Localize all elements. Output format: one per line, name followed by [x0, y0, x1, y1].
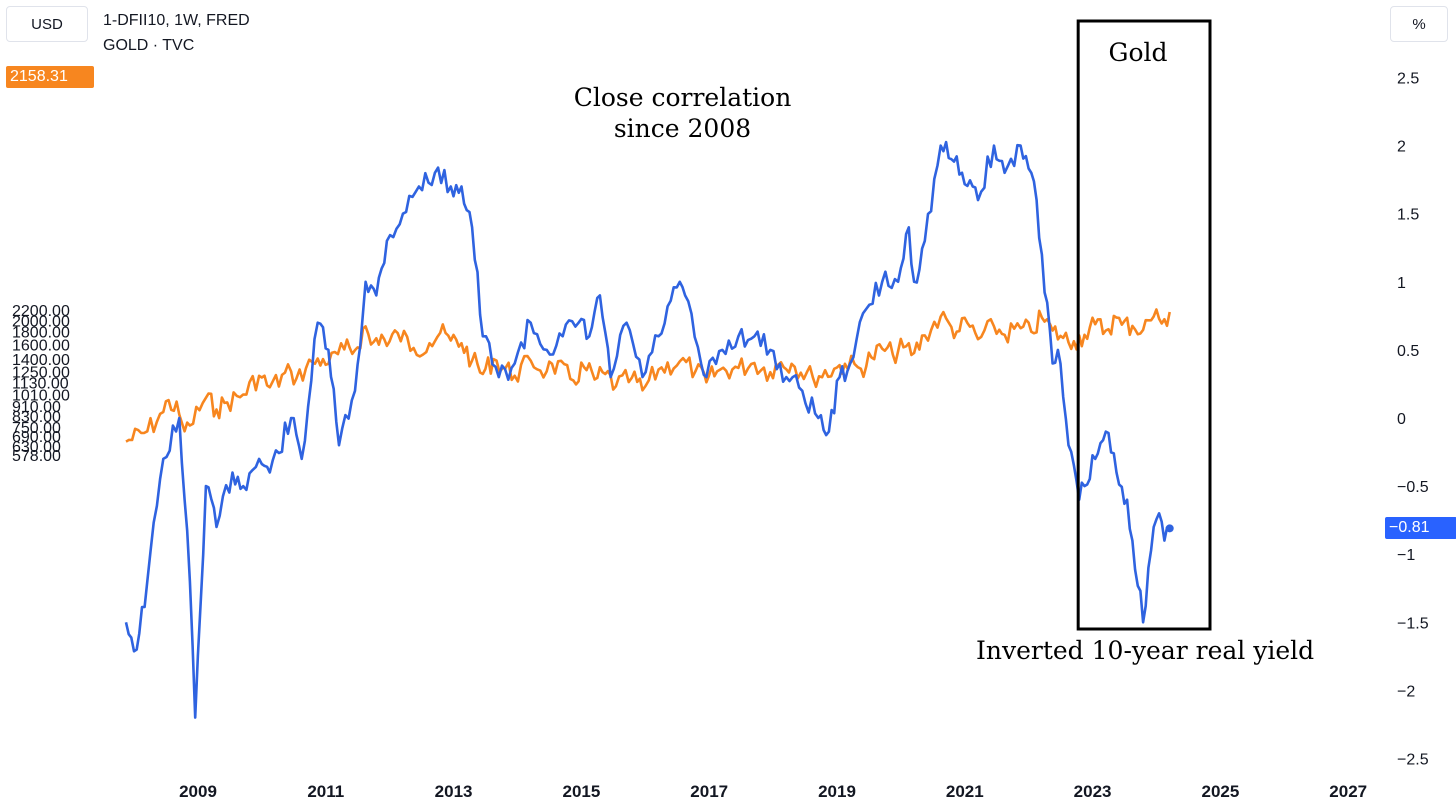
right-tick-label: −0.5 [1397, 479, 1429, 496]
right-tick-label: 2.5 [1397, 71, 1419, 88]
gold-last-price-tag: 2158.31 [6, 66, 94, 88]
x-tick-label: 2027 [1329, 782, 1367, 801]
x-tick-label: 2009 [179, 782, 217, 801]
gold-box-label: Gold [1108, 38, 1168, 67]
right-tick-label: −2.5 [1397, 752, 1429, 769]
x-tick-label: 2025 [1201, 782, 1239, 801]
left-tick-label: 750.00 [12, 420, 61, 437]
right-axis-unit-button[interactable]: % [1390, 6, 1448, 42]
legend-real-yield[interactable]: 1-DFII10, 1W, FRED [103, 12, 250, 29]
inverted-real-yield-label: Inverted 10-year real yield [976, 636, 1315, 665]
left-tick-label: 2000.00 [12, 313, 70, 330]
correlation-annotation-line2: since 2008 [613, 114, 752, 143]
axis-labels-layer: 2009 2011 2013 2015 2017 2019 2021 2023 2025 2027… [12, 71, 1429, 802]
gold-series-line [125, 308, 1171, 443]
right-tick-label: 1.5 [1397, 207, 1419, 224]
left-tick-label: 690.00 [12, 429, 61, 446]
right-tick-label: −1 [1397, 547, 1415, 564]
x-tick-label: 2011 [307, 782, 344, 801]
right-tick-label: −2 [1397, 683, 1415, 700]
right-tick-label: −1.5 [1397, 615, 1429, 632]
real-yield-last-point [1165, 524, 1174, 533]
right-tick-label: 0 [1397, 411, 1406, 428]
left-tick-label: 578.00 [12, 448, 61, 465]
correlation-annotation-line1: Close correlation [573, 83, 792, 112]
left-tick-label: 830.00 [12, 409, 61, 426]
left-tick-label: 1010.00 [12, 388, 70, 405]
x-tick-label: 2013 [435, 782, 473, 801]
series-layer [124, 140, 1174, 719]
x-tick-label: 2023 [1074, 782, 1112, 801]
left-tick-label: 630.00 [12, 439, 61, 456]
left-tick-label: 910.00 [12, 399, 61, 416]
real-yield-last-value-tag: −0.81 [1385, 517, 1456, 539]
right-tick-label: 1 [1397, 275, 1406, 292]
highlight-box [1076, 19, 1212, 631]
left-tick-label: 1250.00 [12, 364, 70, 381]
left-tick-label: 1130.00 [12, 375, 69, 392]
left-tick-label: 1800.00 [12, 325, 70, 342]
left-tick-label: 1400.00 [12, 352, 70, 369]
correlation-annotation: Close correlation since 2008 [560, 82, 805, 144]
real-yield-series-line [124, 140, 1171, 719]
left-tick-label: 1600.00 [12, 338, 70, 355]
legend-gold[interactable]: GOLD · TVC [103, 37, 195, 54]
x-tick-label: 2019 [818, 782, 856, 801]
left-tick-label: 2200.00 [12, 303, 70, 320]
right-tick-label: 2 [1397, 139, 1406, 156]
x-tick-label: 2017 [690, 782, 728, 801]
highlight-box-layer [1076, 19, 1212, 631]
left-axis-unit-button[interactable]: USD [6, 6, 88, 42]
x-tick-label: 2015 [562, 782, 600, 801]
x-tick-label: 2021 [946, 782, 984, 801]
right-tick-label: 0.5 [1397, 343, 1419, 360]
